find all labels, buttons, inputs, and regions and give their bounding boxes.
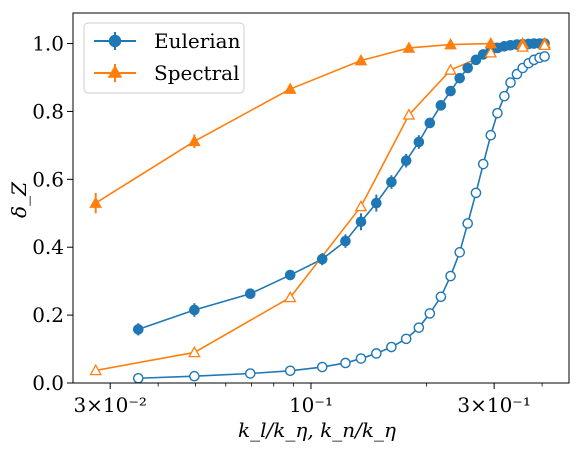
point-3-3 <box>354 199 368 212</box>
series-line-2 <box>138 55 545 380</box>
point-2-15 <box>462 218 473 229</box>
point-1-4 <box>402 41 416 53</box>
legend-entry-eulerian: Eulerian <box>94 29 241 53</box>
point-3-6 <box>484 46 498 58</box>
point-0-6 <box>355 216 367 228</box>
point-2-10 <box>413 322 425 333</box>
y-tick-label-5: 1.0 <box>32 32 64 56</box>
legend-label-spectral: Spectral <box>154 61 239 85</box>
point-0-10 <box>413 136 425 148</box>
point-2-6 <box>355 353 367 364</box>
point-2-18 <box>485 129 497 141</box>
x-tick-label-1: 10⁻¹ <box>289 393 333 417</box>
series-markers <box>89 37 551 384</box>
point-0-16 <box>470 54 482 66</box>
point-3-7 <box>516 40 529 52</box>
legend-label-eulerian: Eulerian <box>154 29 241 53</box>
point-0-5 <box>340 235 351 247</box>
point-0-0 <box>132 324 144 335</box>
point-0-11 <box>424 117 436 129</box>
point-2-27 <box>539 51 550 62</box>
y-tick-label-0: 0.0 <box>32 371 64 395</box>
point-0-3 <box>284 269 296 281</box>
point-2-4 <box>316 361 328 373</box>
legend-marker-spectral <box>107 64 123 78</box>
point-0-2 <box>244 288 256 300</box>
point-3-2 <box>283 290 297 303</box>
axis-ticks: 0.0 0.2 0.4 0.6 0.8 1.0 3×10⁻² 10⁻¹ 3×10⁻¹ <box>32 32 543 417</box>
point-2-11 <box>424 308 436 319</box>
legend: Eulerian Spectral <box>83 22 245 94</box>
point-2-7 <box>371 348 382 359</box>
point-1-5 <box>444 38 457 50</box>
point-0-9 <box>400 155 412 166</box>
point-2-12 <box>435 291 447 303</box>
point-0-1 <box>189 304 200 316</box>
point-0-15 <box>462 62 473 74</box>
point-2-1 <box>189 370 200 382</box>
point-0-8 <box>386 176 397 188</box>
point-3-8 <box>538 38 551 51</box>
point-2-19 <box>492 107 503 119</box>
point-0-7 <box>371 197 382 209</box>
point-2-21 <box>505 77 516 88</box>
point-2-14 <box>454 247 465 258</box>
y-axis-label: δ_Z <box>7 181 31 218</box>
point-3-0 <box>89 363 103 376</box>
point-2-16 <box>470 187 482 199</box>
series-lines <box>95 42 545 380</box>
point-1-1 <box>188 134 201 147</box>
point-0-14 <box>454 72 465 84</box>
point-3-5 <box>444 63 457 75</box>
x-axis-label: k_l/k_η, k_n/k_η <box>238 418 396 442</box>
point-0-13 <box>445 85 456 97</box>
point-2-5 <box>340 357 351 369</box>
point-2-20 <box>499 90 510 102</box>
point-2-17 <box>477 158 489 170</box>
point-1-2 <box>283 82 297 94</box>
point-2-9 <box>400 333 412 345</box>
y-tick-label-2: 0.4 <box>32 235 64 259</box>
point-1-3 <box>354 53 368 66</box>
point-2-3 <box>284 365 296 377</box>
x-tick-label-0: 3×10⁻² <box>73 393 147 417</box>
legend-entry-spectral: Spectral <box>94 61 239 85</box>
point-2-0 <box>132 372 144 384</box>
y-tick-label-1: 0.2 <box>32 303 64 327</box>
plot-frame <box>72 12 570 384</box>
point-3-1 <box>188 345 201 358</box>
point-2-2 <box>244 368 256 379</box>
point-3-4 <box>402 108 416 120</box>
y-tick-label-4: 0.8 <box>32 99 64 123</box>
x-tick-label-2: 3×10⁻¹ <box>457 393 531 417</box>
point-1-0 <box>89 196 103 208</box>
legend-marker-eulerian <box>108 34 122 48</box>
y-tick-label-3: 0.6 <box>32 167 64 191</box>
point-2-8 <box>386 341 397 353</box>
point-0-12 <box>435 100 447 111</box>
point-2-13 <box>445 270 456 282</box>
point-0-4 <box>316 253 328 265</box>
